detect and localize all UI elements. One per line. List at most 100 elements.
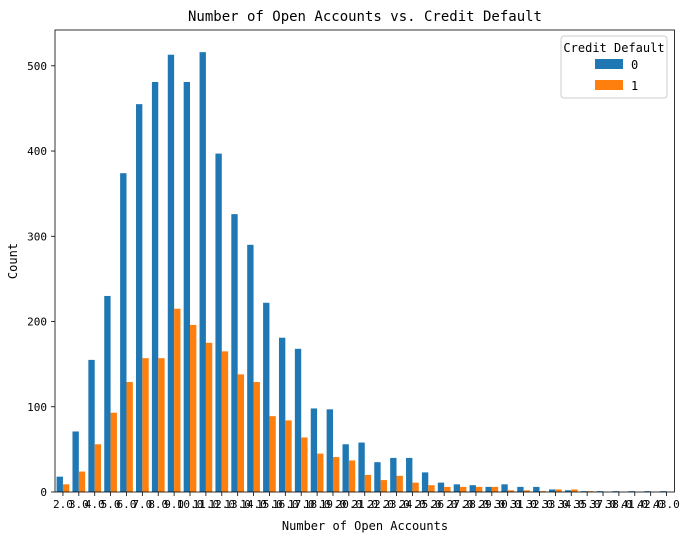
x-tick-label: 2.0 [53,498,73,511]
bar-series-1-31.0 [523,490,530,492]
x-tick-label: 32.0 [526,498,553,511]
bar-series-1-28.0 [475,486,483,492]
y-tick-label: 0 [40,486,47,499]
bar-series-0-29.0 [485,486,492,492]
x-tick-label: 5.0 [101,498,121,511]
bar-series-0-22.0 [374,462,381,492]
bar-series-1-15.0 [269,416,276,492]
x-tick-label: 34.0 [558,498,585,511]
x-tick-label: 19.0 [320,498,347,511]
x-tick-label: 21.0 [352,498,379,511]
x-tick-label: 8.0 [148,498,168,511]
y-tick-label: 500 [27,60,47,73]
legend-label-1: 1 [631,79,638,93]
x-tick-label: 38.0 [606,498,633,511]
bar-series-1-35.0 [587,491,594,492]
x-tick-label: 14.0 [240,498,267,511]
bar-series-1-24.0 [412,482,419,492]
bar-series-0-4.0 [88,359,95,492]
y-axis-label: Count [6,243,20,279]
bar-series-0-19.0 [326,409,333,492]
bar-series-0-6.0 [120,173,127,492]
bar-series-1-7.0 [142,358,149,492]
bar-series-1-33.0 [555,489,562,492]
bar-series-1-34.0 [571,489,578,492]
bar-series-0-27.0 [453,484,461,492]
bar-series-0-38.0 [612,491,619,492]
x-tick-label: 28.0 [463,498,490,511]
x-tick-label: 43.0 [653,498,680,511]
y-tick-label: 400 [27,145,47,158]
x-tick-label: 4.0 [85,498,105,511]
bar-series-0-12.0 [215,153,222,492]
bar-series-0-10.0 [183,82,191,492]
x-tick-label: 27.0 [447,498,474,511]
x-tick-label: 30.0 [494,498,521,511]
legend-swatch-1 [595,80,623,90]
bar-series-1-30.0 [507,490,515,492]
bar-series-0-37.0 [596,491,604,492]
bar-series-0-34.0 [564,490,572,492]
bar-series-1-2.0 [62,484,70,492]
bar-series-0-23.0 [390,457,397,492]
bar-series-1-13.0 [237,374,245,492]
bars-group [56,52,667,492]
bar-series-0-16.0 [278,337,286,492]
bar-series-0-25.0 [421,472,429,492]
x-tick-label: 26.0 [431,498,458,511]
x-tick-label: 35.0 [574,498,601,511]
bar-series-1-8.0 [158,358,165,492]
bar-series-1-23.0 [396,475,403,492]
bar-series-0-11.0 [199,52,206,492]
bar-series-1-4.0 [94,444,102,492]
bar-series-0-43.0 [660,491,667,492]
bar-series-1-26.0 [444,486,451,492]
bar-series-0-20.0 [342,444,349,492]
x-tick-label: 6.0 [117,498,137,511]
bar-series-0-35.0 [580,491,588,492]
bar-series-0-9.0 [167,54,175,492]
y-tick-label: 300 [27,230,47,243]
bar-series-1-16.0 [285,420,292,492]
legend-title: Credit Default [563,41,664,55]
x-tick-label: 41.0 [622,498,649,511]
bar-series-0-3.0 [72,431,79,492]
x-tick-label: 23.0 [383,498,410,511]
bar-series-1-27.0 [460,486,467,492]
x-tick-label: 13.0 [224,498,251,511]
y-tick-label: 200 [27,316,47,329]
x-tick-label: 12.0 [209,498,236,511]
x-tick-label: 18.0 [304,498,331,511]
bar-series-0-18.0 [310,408,318,492]
x-tick-label: 15.0 [256,498,283,511]
bar-series-1-14.0 [253,382,260,492]
bar-series-0-21.0 [358,442,365,492]
bar-series-0-26.0 [437,482,445,492]
bar-series-1-9.0 [174,308,181,492]
x-tick-label: 31.0 [510,498,537,511]
x-tick-label: 11.0 [193,498,220,511]
bar-series-0-14.0 [247,244,254,492]
x-tick-label: 16.0 [272,498,299,511]
bar-series-1-21.0 [364,474,372,492]
bar-series-0-33.0 [549,489,556,492]
x-tick-label: 22.0 [367,498,394,511]
bar-series-0-28.0 [469,485,476,492]
bar-series-1-5.0 [110,412,117,492]
bar-series-0-13.0 [231,214,238,492]
x-axis-ticks: 2.03.04.05.06.07.08.09.010.011.012.013.0… [53,492,680,511]
bar-series-1-11.0 [205,342,213,492]
bar-series-0-32.0 [533,486,540,492]
x-tick-label: 9.0 [164,498,184,511]
y-axis-ticks: 0 100 200 300 400 500 [27,60,55,499]
x-tick-label: 7.0 [132,498,152,511]
bar-series-1-25.0 [428,485,435,492]
x-tick-label: 20.0 [336,498,363,511]
bar-series-0-5.0 [104,295,111,492]
x-tick-label: 10.0 [177,498,204,511]
bar-series-0-2.0 [56,476,63,492]
bar-series-0-8.0 [151,82,159,492]
bar-series-0-24.0 [406,457,413,492]
bar-series-0-41.0 [628,491,635,492]
